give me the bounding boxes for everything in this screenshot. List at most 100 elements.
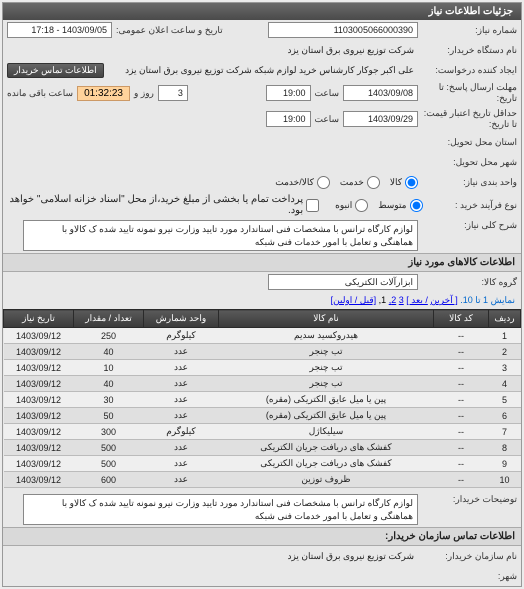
table-cell: 1403/09/12 — [4, 456, 74, 472]
priority-opt-0[interactable]: متوسط — [378, 199, 422, 212]
table-cell: کفشک های دریافت جریان الکتریکی — [219, 440, 434, 456]
table-cell: کفشک های دریافت جریان الکتریکی — [219, 456, 434, 472]
table-cell: -- — [434, 344, 489, 360]
goods-section-title: اطلاعات کالاهای مورد نیاز — [3, 253, 521, 272]
table-row[interactable]: 2--تب چنجرعدد401403/09/12 — [4, 344, 521, 360]
buyer-value: شرکت توزیع نیروی برق استان یزد — [283, 45, 418, 56]
table-cell: -- — [434, 360, 489, 376]
pack-opt-label-1: خدمت — [340, 177, 364, 188]
pack-radio-0[interactable] — [405, 176, 418, 189]
table-cell: عدد — [144, 456, 219, 472]
priority-checkbox[interactable] — [306, 199, 319, 212]
priority-radio-0[interactable] — [410, 199, 423, 212]
table-cell: 8 — [489, 440, 521, 456]
col-code: کد کالا — [434, 310, 489, 328]
pack-opt-0[interactable]: کالا — [390, 176, 418, 189]
table-cell: 9 — [489, 456, 521, 472]
table-cell: -- — [434, 376, 489, 392]
table-cell: تب چنجر — [219, 376, 434, 392]
priority-label: نوع فرآیند خرید : — [427, 200, 518, 211]
table-cell: 1403/09/12 — [4, 472, 74, 488]
priority-radio-group: متوسط انبوه — [335, 199, 422, 212]
col-unit: واحد شمارش — [144, 310, 219, 328]
table-cell: 500 — [74, 440, 144, 456]
pager-last[interactable]: [ آخرین — [430, 295, 457, 305]
org-section-title: اطلاعات تماس سازمان خریدار: — [3, 527, 521, 546]
requester-label: ایجاد کننده درخواست: — [422, 65, 517, 76]
table-cell: تب چنجر — [219, 344, 434, 360]
table-cell: پین یا میل عایق الکتریکی (مقره) — [219, 408, 434, 424]
deadline-date: 1403/09/08 — [343, 85, 418, 101]
remain-timer: 01:32:23 — [77, 86, 130, 101]
table-cell: -- — [434, 440, 489, 456]
table-cell: 1403/09/12 — [4, 440, 74, 456]
valid-hour: 19:00 — [266, 111, 311, 127]
buyer-contact-button[interactable]: اطلاعات تماس خریدار — [7, 63, 104, 78]
need-panel: جزئیات اطلاعات نیاز شماره نیاز: 11030050… — [2, 2, 522, 587]
pager-next[interactable]: / بعد ] — [406, 295, 428, 305]
table-cell: عدد — [144, 344, 219, 360]
table-row[interactable]: 9--کفشک های دریافت جریان الکتریکیعدد5001… — [4, 456, 521, 472]
priority-opt-1[interactable]: انبوه — [335, 199, 368, 212]
pager: نمایش 1 تا 10. [ آخرین / بعد ] 3 2, 1, [… — [3, 292, 521, 309]
priority-opt-label-1: انبوه — [335, 200, 352, 211]
table-cell: 500 — [74, 456, 144, 472]
table-cell: 7 — [489, 424, 521, 440]
table-cell: پین یا میل عایق الکتریکی (مقره) — [219, 392, 434, 408]
table-row[interactable]: 10--ظروف توزینعدد6001403/09/12 — [4, 472, 521, 488]
priority-note-text: پرداخت تمام یا بخشی از مبلغ خرید،از محل … — [7, 194, 303, 216]
pack-opt-1[interactable]: خدمت — [340, 176, 380, 189]
table-cell: 6 — [489, 408, 521, 424]
priority-note-check[interactable]: پرداخت تمام یا بخشی از مبلغ خرید،از محل … — [7, 194, 319, 216]
table-row[interactable]: 5--پین یا میل عایق الکتریکی (مقره)عدد301… — [4, 392, 521, 408]
table-cell: 4 — [489, 376, 521, 392]
pack-opt-2[interactable]: کالا/خدمت — [275, 176, 330, 189]
col-name: نام کالا — [219, 310, 434, 328]
day-and-label: روز و — [134, 88, 154, 99]
pack-opt-label-0: کالا — [390, 177, 402, 188]
table-cell: عدد — [144, 392, 219, 408]
table-row[interactable]: 1--هیدروکسید سدیمکیلوگرم2501403/09/12 — [4, 328, 521, 344]
table-cell: 600 — [74, 472, 144, 488]
table-cell: 1403/09/12 — [4, 424, 74, 440]
pager-2[interactable]: 2, — [389, 295, 397, 305]
priority-opt-label-0: متوسط — [378, 200, 406, 211]
table-row[interactable]: 8--کفشک های دریافت جریان الکتریکیعدد5001… — [4, 440, 521, 456]
table-cell: کیلوگرم — [144, 424, 219, 440]
table-row[interactable]: 6--پین یا میل عایق الکتریکی (مقره)عدد501… — [4, 408, 521, 424]
valid-label: حداقل تاریخ اعتبار قیمت: تا تاریخ: — [422, 108, 517, 130]
table-row[interactable]: 7--سیلیکاژلکیلوگرم3001403/09/12 — [4, 424, 521, 440]
table-cell: تب چنجر — [219, 360, 434, 376]
pack-label: واحد بندی نیاز: — [422, 177, 517, 188]
notes-label: توضیحات خریدار: — [422, 494, 517, 505]
pack-radio-2[interactable] — [317, 176, 330, 189]
deadline-hour: 19:00 — [266, 85, 311, 101]
table-cell: عدد — [144, 440, 219, 456]
table-cell: سیلیکاژل — [219, 424, 434, 440]
table-row[interactable]: 3--تب چنجرعدد101403/09/12 — [4, 360, 521, 376]
table-cell: 2 — [489, 344, 521, 360]
announce-datetime: 1403/09/05 - 17:18 — [7, 22, 112, 38]
table-cell: -- — [434, 472, 489, 488]
pack-radio-1[interactable] — [367, 176, 380, 189]
table-cell: 5 — [489, 392, 521, 408]
table-cell: 1403/09/12 — [4, 392, 74, 408]
table-cell: 300 — [74, 424, 144, 440]
table-cell: هیدروکسید سدیم — [219, 328, 434, 344]
pager-pre: نمایش 1 تا 10. — [460, 295, 515, 305]
pager-first[interactable]: [قبل / اولین] — [331, 295, 377, 305]
col-qty: تعداد / مقدار — [74, 310, 144, 328]
buyer-label: نام دستگاه خریدار: — [422, 45, 517, 56]
table-cell: کیلوگرم — [144, 328, 219, 344]
desc-text: لوازم کارگاه ترانس با مشخصات فنی استاندا… — [23, 220, 418, 251]
pager-3[interactable]: 3 — [399, 295, 404, 305]
notes-text: لوازم کارگاه ترانس با مشخصات فنی استاندا… — [23, 494, 418, 525]
pack-opt-label-2: کالا/خدمت — [275, 177, 314, 188]
goods-table: ردیف کد کالا نام کالا واحد شمارش تعداد /… — [3, 309, 521, 488]
city-label: شهر: — [422, 571, 517, 582]
pack-radio-group: کالا خدمت کالا/خدمت — [275, 176, 418, 189]
org-value: شرکت توزیع نیروی برق استان یزد — [283, 551, 418, 562]
table-row[interactable]: 4--تب چنجرعدد401403/09/12 — [4, 376, 521, 392]
priority-radio-1[interactable] — [355, 199, 368, 212]
table-cell: 40 — [74, 376, 144, 392]
